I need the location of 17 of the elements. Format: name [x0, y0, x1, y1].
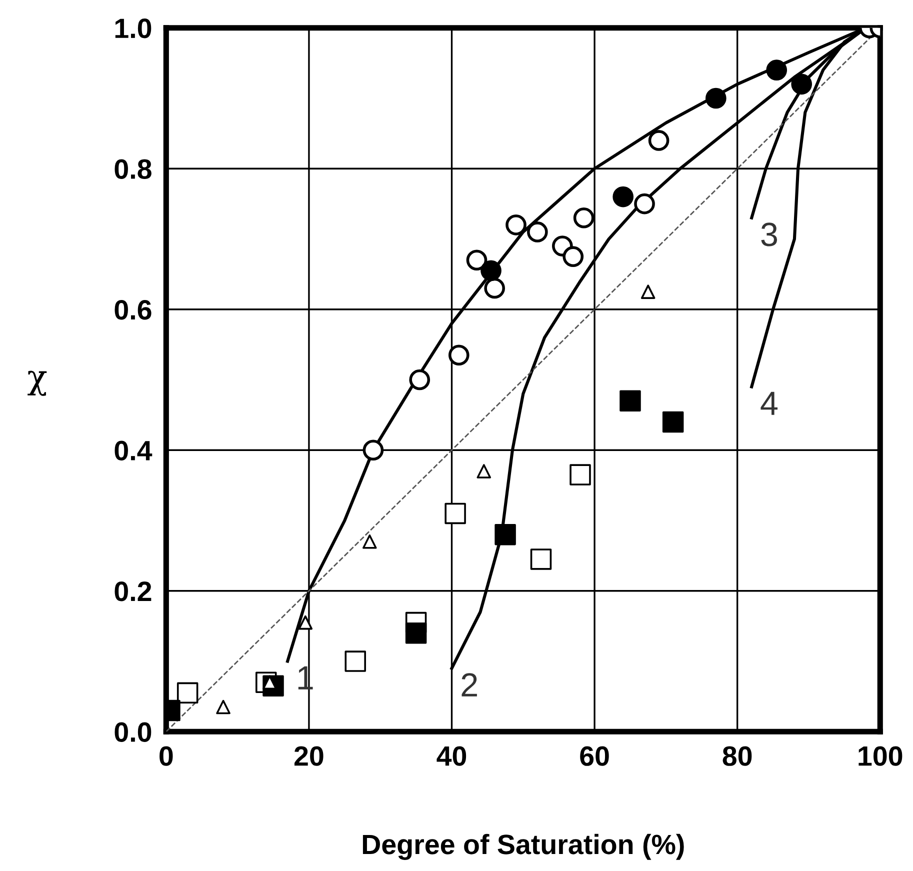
y-tick-label: 0.2: [114, 582, 152, 602]
y-tick-label: 0.4: [114, 440, 152, 460]
y-tick-label: 0.8: [114, 159, 152, 179]
annotation: 4: [760, 392, 778, 415]
y-tick-label: 0.6: [114, 300, 152, 320]
annotation: 3: [761, 222, 778, 246]
y-tick-label: 0.0: [114, 722, 152, 742]
annotation: 2: [462, 673, 477, 696]
x-tick-label: 100: [858, 746, 902, 766]
x-tick-label: 80: [722, 746, 752, 766]
x-tick-label: 60: [580, 746, 609, 766]
x-axis-title: Degree of Saturation (%): [362, 834, 684, 860]
x-tick-label: 0: [160, 746, 173, 766]
y-tick-label: 1.0: [115, 18, 152, 38]
x-tick-label: 20: [294, 746, 324, 766]
y-axis-title: χ: [28, 370, 47, 396]
x-tick-label: 40: [436, 746, 466, 766]
